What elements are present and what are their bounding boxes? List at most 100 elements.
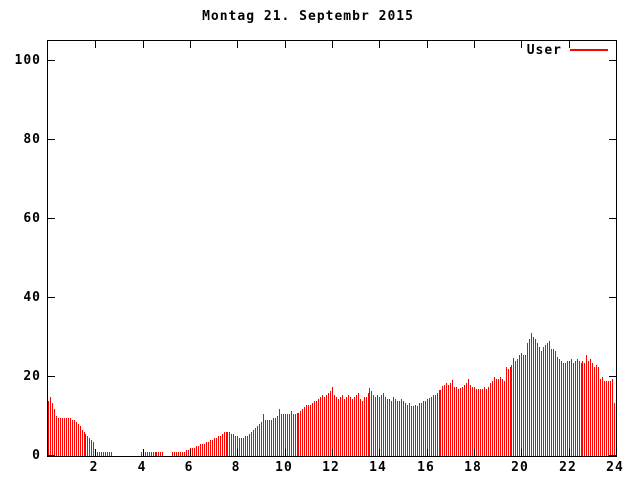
bar: [334, 395, 335, 456]
bar: [557, 357, 558, 456]
bar: [174, 452, 175, 456]
bar: [405, 403, 406, 456]
bar: [151, 452, 152, 456]
tick-mark: [143, 41, 144, 48]
bar: [308, 405, 309, 456]
bar: [541, 351, 542, 456]
bar: [239, 438, 240, 456]
bar: [561, 361, 562, 456]
bar: [437, 393, 438, 456]
bar: [480, 389, 481, 456]
bar: [184, 452, 185, 456]
bar: [474, 387, 475, 456]
bar: [310, 405, 311, 456]
bar: [255, 428, 256, 456]
bar: [442, 386, 443, 456]
bar: [581, 363, 582, 456]
bar: [559, 359, 560, 456]
bar: [318, 399, 319, 456]
bar: [454, 387, 455, 456]
bar: [360, 399, 361, 456]
bar: [93, 442, 94, 456]
bar: [368, 393, 369, 456]
bar: [297, 413, 298, 456]
y-tick-label: 0: [32, 448, 41, 463]
x-tick-label: 22: [559, 460, 577, 475]
tick-mark: [609, 455, 616, 456]
bar: [243, 438, 244, 456]
bar: [468, 379, 469, 456]
tick-mark: [48, 297, 55, 298]
bar: [277, 416, 278, 456]
bar: [547, 343, 548, 456]
bar: [543, 347, 544, 456]
bar: [156, 452, 157, 456]
tick-mark: [569, 449, 570, 456]
bar: [192, 448, 193, 456]
bar: [517, 359, 518, 456]
bar: [584, 363, 585, 456]
bar: [52, 403, 53, 456]
bar: [162, 452, 163, 456]
bar: [306, 405, 307, 456]
bar: [247, 436, 248, 456]
bar: [222, 434, 223, 456]
bar: [604, 381, 605, 456]
bar: [531, 333, 532, 456]
x-tick-label: 4: [137, 460, 147, 475]
bar: [425, 401, 426, 456]
bar: [147, 452, 148, 456]
bar: [302, 409, 303, 456]
bar: [492, 381, 493, 456]
bar: [466, 383, 467, 456]
bar: [448, 385, 449, 456]
bar: [369, 388, 370, 456]
bar: [596, 365, 597, 456]
bar: [56, 416, 57, 456]
y-tick-label: 100: [14, 53, 41, 68]
bar: [342, 395, 343, 456]
bar: [328, 393, 329, 456]
bar: [415, 405, 416, 456]
bar: [64, 418, 65, 456]
bar: [588, 361, 589, 456]
tick-mark: [609, 376, 616, 377]
bar: [352, 399, 353, 456]
tick-mark: [237, 41, 238, 48]
bar: [381, 395, 382, 456]
tick-mark: [190, 41, 191, 48]
x-tick-label: 6: [184, 460, 194, 475]
bar: [401, 399, 402, 456]
bar: [149, 452, 150, 456]
bar: [198, 446, 199, 456]
bar: [429, 398, 430, 456]
bar: [364, 397, 365, 456]
bar: [494, 377, 495, 456]
bar: [82, 430, 83, 456]
bar: [214, 438, 215, 456]
bar: [571, 359, 572, 456]
bar: [366, 397, 367, 456]
bar: [470, 385, 471, 456]
bar: [462, 387, 463, 456]
bar: [336, 397, 337, 456]
bar: [74, 420, 75, 456]
tick-mark: [609, 297, 616, 298]
bar: [387, 399, 388, 456]
bar: [537, 343, 538, 456]
bar: [259, 424, 260, 456]
bar: [226, 432, 227, 456]
tick-mark: [190, 449, 191, 456]
bar: [484, 387, 485, 456]
bar: [403, 401, 404, 456]
bar: [567, 361, 568, 456]
bar: [285, 414, 286, 456]
tick-mark: [521, 449, 522, 456]
bar: [218, 436, 219, 456]
bar: [411, 406, 412, 456]
bar: [423, 401, 424, 456]
bar: [141, 452, 142, 456]
bar: [575, 361, 576, 456]
bar: [265, 420, 266, 456]
bar: [535, 339, 536, 456]
